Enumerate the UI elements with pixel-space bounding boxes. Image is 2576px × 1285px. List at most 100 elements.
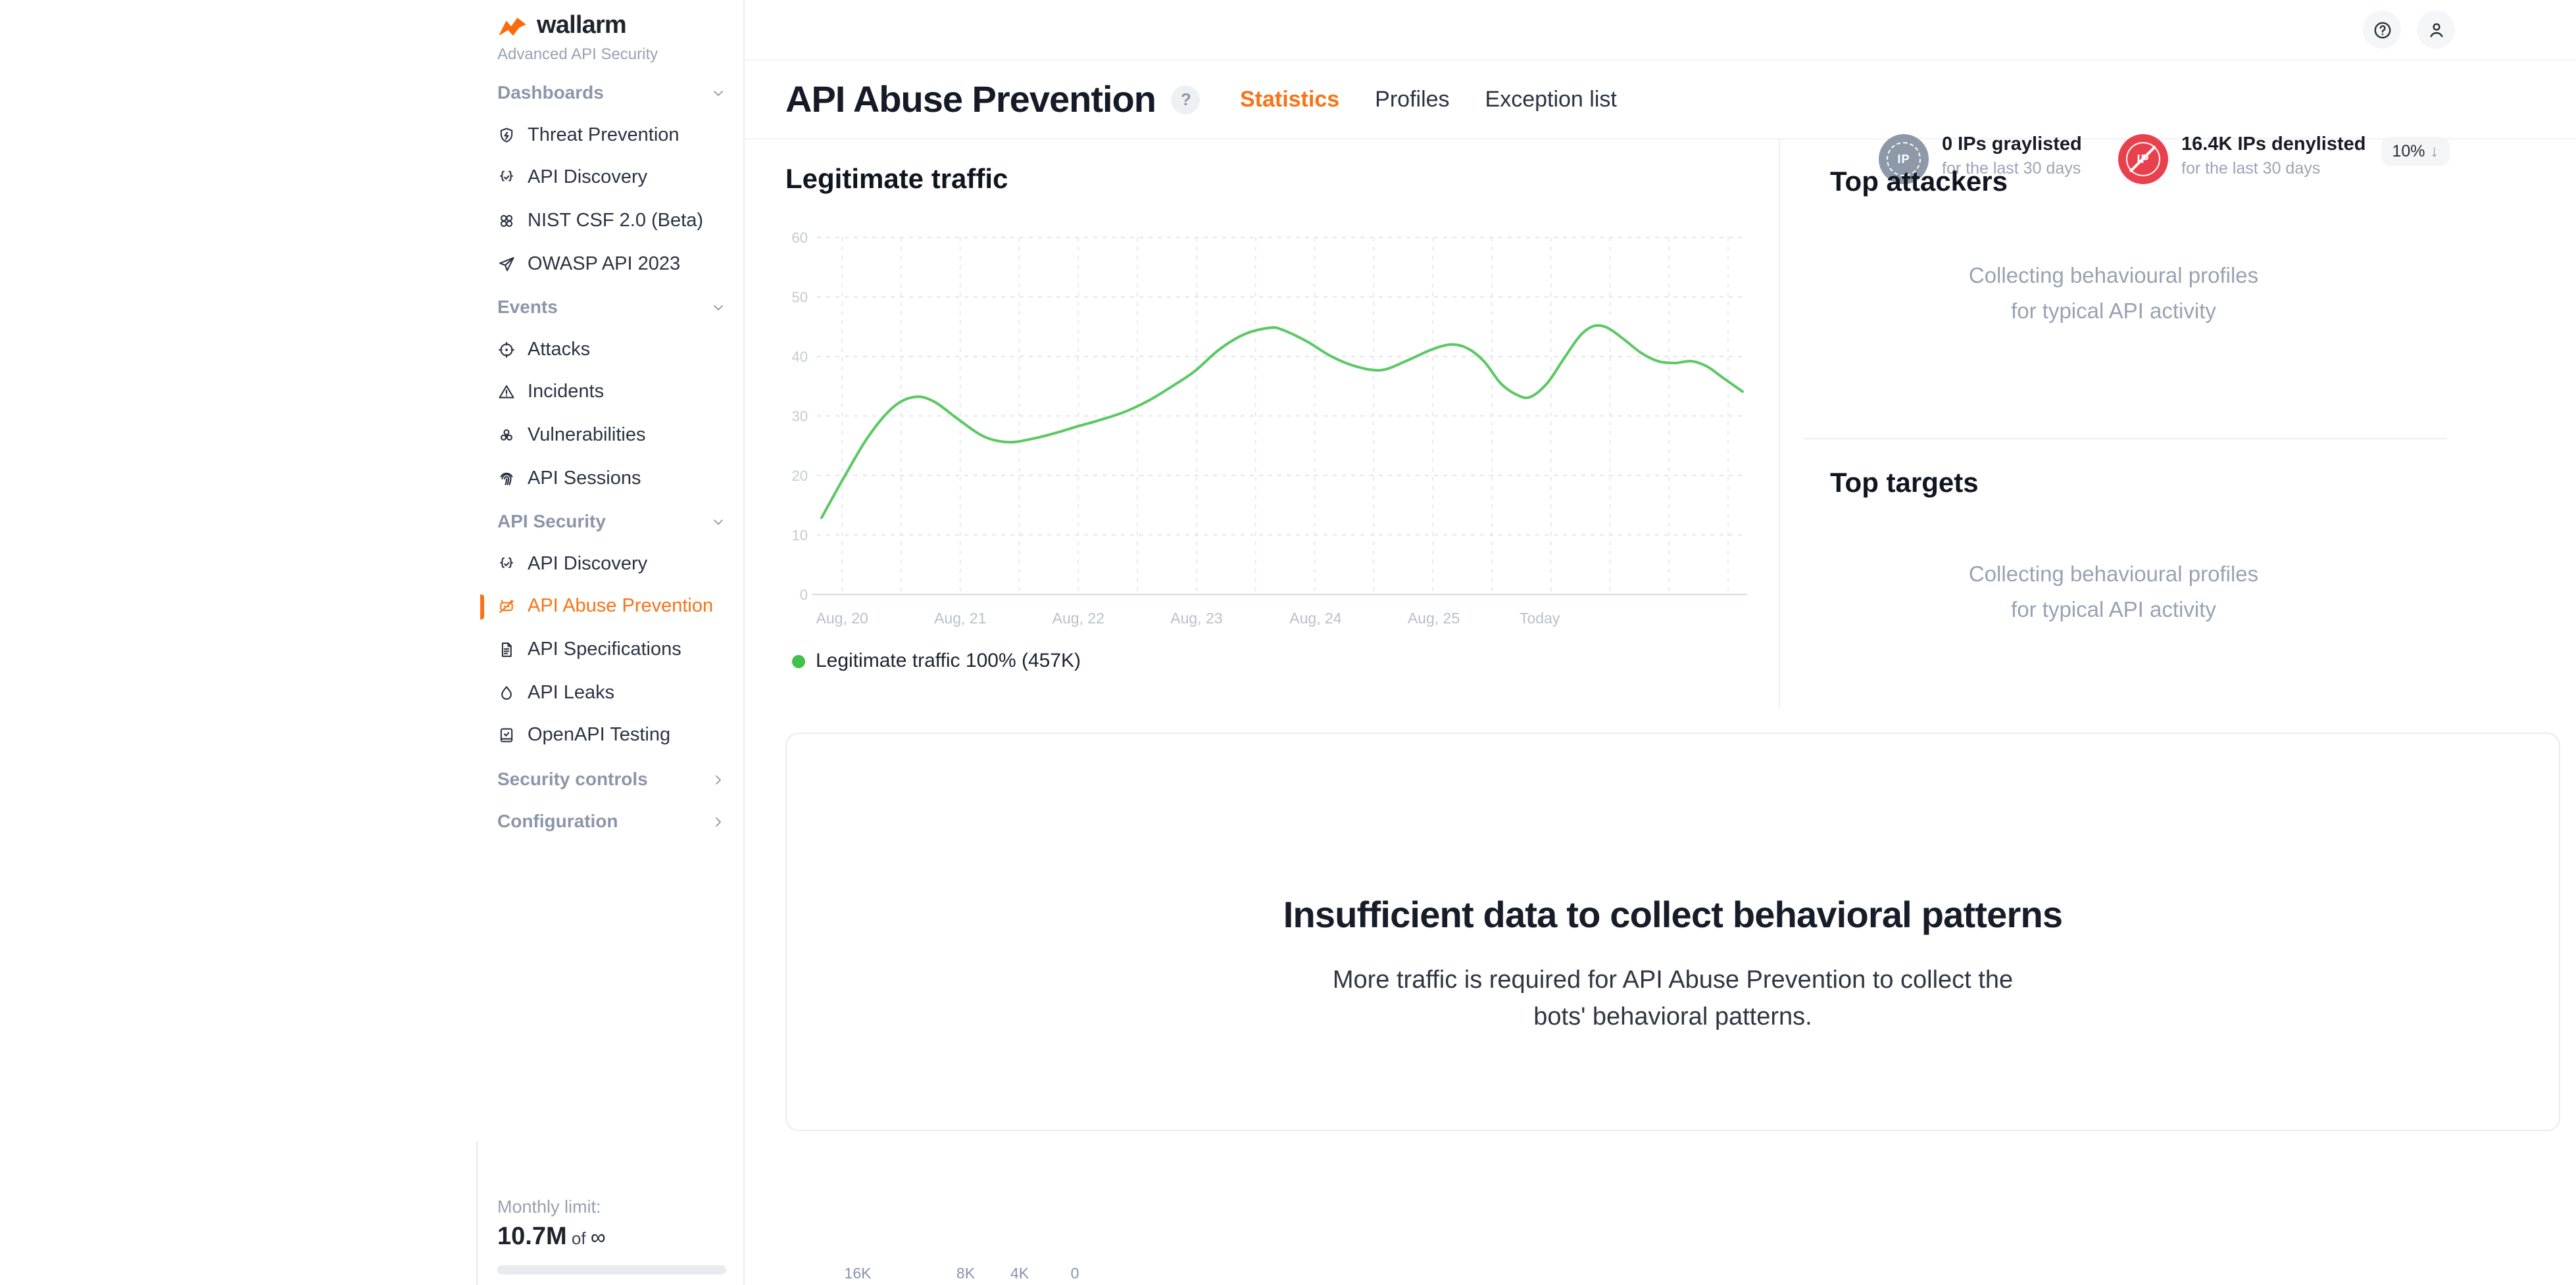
chart-title: Legitimate traffic: [785, 164, 1008, 195]
braces-check-icon: [497, 555, 516, 573]
user-icon: [2425, 19, 2446, 40]
arrow-down-icon: ↓: [2430, 142, 2439, 160]
top-attackers-placeholder: Collecting behavioural profiles for typi…: [1780, 259, 2447, 330]
y-axis-tick: 40: [792, 349, 808, 365]
chevron-right-icon: [710, 813, 726, 829]
sidebar-section-dashboards[interactable]: Dashboards: [480, 71, 743, 114]
section-label: Dashboards: [497, 82, 604, 103]
sidebar-left-edge-line: [476, 1142, 478, 1285]
sidebar-item-label: OWASP API 2023: [528, 253, 681, 275]
droplet-icon: [497, 683, 516, 702]
tab-statistics[interactable]: Statistics: [1239, 86, 1340, 111]
below-fold-axis-label: 0: [1070, 1267, 1079, 1282]
help-icon: [2371, 19, 2392, 40]
sidebar-item-vulnerabilities[interactable]: Vulnerabilities: [480, 414, 743, 457]
shield-bolt-icon: [497, 126, 516, 145]
document-icon: [497, 641, 516, 659]
x-axis-tick: Aug, 24: [1289, 610, 1341, 627]
sidebar-item-label: Attacks: [528, 339, 591, 360]
y-axis-tick: 10: [792, 527, 808, 544]
sidebar-item-owasp-api-2023[interactable]: OWASP API 2023: [480, 243, 743, 285]
sidebar-item-threat-prevention[interactable]: Threat Prevention: [480, 114, 743, 157]
y-axis-tick: 30: [792, 408, 808, 425]
insufficient-data-title: Insufficient data to collect behavioral …: [1283, 894, 2063, 935]
brand-logo[interactable]: wallarm: [480, 0, 743, 41]
sidebar-item-attacks[interactable]: Attacks: [480, 328, 743, 371]
ip-ring: IP: [1887, 142, 1921, 176]
placeholder-line: Collecting behavioural profiles: [1968, 563, 2259, 587]
paper-plane-icon: [497, 255, 516, 273]
monthly-limit-progressbar: [497, 1265, 726, 1274]
panel-divider: [1779, 139, 1780, 709]
stats-section: Legitimate traffic 0 10 20 30 40 50 60 Aug, 20 A…: [745, 139, 2576, 709]
sidebar-section-events[interactable]: Events: [480, 285, 743, 328]
sidebar-section-api-security[interactable]: API Security: [480, 500, 743, 543]
stat-value: 0 IPs graylisted: [1942, 134, 2082, 155]
right-panel-divider: [1804, 438, 2447, 439]
sidebar-item-label: Threat Prevention: [528, 124, 680, 146]
sidebar-item-api-abuse-prevention[interactable]: API Abuse Prevention: [480, 585, 743, 628]
legend-dot-icon: [792, 654, 805, 667]
sidebar-item-nist-csf-2-0-beta[interactable]: NIST CSF 2.0 (Beta): [480, 200, 743, 243]
x-axis-tick: Today: [1520, 610, 1560, 627]
bot-crossed-icon: [497, 598, 516, 616]
sidebar-item-label: API Discovery: [528, 553, 648, 575]
stat-denylisted: IP 16.4K IPs denylisted for the last 30 da…: [2118, 134, 2450, 184]
x-axis-tick: Aug, 25: [1408, 610, 1460, 627]
sidebar-item-api-leaks[interactable]: API Leaks: [480, 671, 743, 714]
ip-graylisted-icon: IP: [1879, 134, 1929, 184]
book-check-icon: [497, 726, 516, 744]
y-axis-tick: 50: [792, 289, 808, 306]
help-button[interactable]: [2363, 11, 2401, 49]
chevron-down-icon: [710, 299, 726, 315]
y-axis-tick: 0: [800, 587, 808, 603]
sidebar-section-security-controls[interactable]: Security controls: [480, 757, 743, 800]
main-area: API Abuse Prevention ? Statistics Profile…: [745, 0, 2576, 1285]
user-button[interactable]: [2417, 11, 2455, 49]
below-fold-axis-label: 16K: [844, 1267, 872, 1282]
message-line: More traffic is required for API Abuse P…: [1332, 967, 2014, 994]
sidebar-item-label: API Sessions: [528, 468, 641, 489]
tab-exception-list[interactable]: Exception list: [1485, 86, 1617, 111]
page-help-icon[interactable]: ?: [1171, 85, 1201, 114]
sidebar-item-api-discovery[interactable]: API Discovery: [480, 157, 743, 199]
sidebar-item-api-sessions[interactable]: API Sessions: [480, 457, 743, 500]
stat-period: for the last 30 days: [1942, 159, 2081, 178]
top-targets-placeholder: Collecting behavioural profiles for typi…: [1780, 558, 2447, 629]
topbar: [745, 0, 2576, 61]
monthly-limit: Monthly limit: 10.7M of ∞: [497, 1197, 728, 1274]
sidebar-item-api-specifications[interactable]: API Specifications: [480, 628, 743, 671]
sidebar: wallarm Advanced API Security Dashboards…: [476, 0, 745, 1285]
sidebar-nav: Dashboards Threat Prevention API Discovery…: [480, 71, 743, 842]
stat-period: for the last 30 days: [2181, 159, 2321, 178]
y-axis-tick: 60: [792, 230, 808, 246]
ip-denylisted-icon: IP: [2118, 134, 2168, 184]
top-targets-title: Top targets: [1830, 468, 1979, 498]
chevron-right-icon: [710, 771, 726, 787]
x-axis-tick: Aug, 21: [934, 610, 986, 627]
page-header: API Abuse Prevention ? Statistics Profile…: [745, 61, 2576, 184]
wallarm-logo-icon: [499, 16, 526, 36]
monthly-limit-value: 10.7M of ∞: [497, 1223, 728, 1252]
sidebar-item-label: NIST CSF 2.0 (Beta): [528, 210, 703, 232]
sidebar-item-incidents[interactable]: Incidents: [480, 371, 743, 414]
delta-value: 10%: [2392, 142, 2425, 160]
stat-text: 0 IPs graylisted for the last 30 days: [1942, 134, 2082, 184]
sidebar-item-openapi-testing[interactable]: OpenAPI Testing: [480, 714, 743, 757]
ip-ring: IP: [2126, 142, 2160, 176]
sidebar-section-configuration[interactable]: Configuration: [480, 800, 743, 842]
braces-check-icon: [497, 169, 516, 187]
placeholder-line: for typical API activity: [2011, 598, 2216, 622]
sidebar-item-api-discovery[interactable]: API Discovery: [480, 543, 743, 585]
y-axis-tick: 20: [792, 468, 808, 484]
sidebar-item-label: API Abuse Prevention: [528, 596, 714, 618]
sidebar-item-label: API Discovery: [528, 167, 648, 189]
monthly-limit-label: Monthly limit:: [497, 1197, 601, 1217]
sidebar-item-label: Incidents: [528, 381, 605, 403]
insufficient-data-card: Insufficient data to collect behavioral …: [785, 733, 2560, 1131]
sidebar-item-label: OpenAPI Testing: [528, 725, 671, 746]
section-label: Security controls: [497, 767, 648, 789]
tab-profiles[interactable]: Profiles: [1375, 86, 1450, 111]
stat-graylisted: IP 0 IPs graylisted for the last 30 days: [1879, 134, 2082, 184]
